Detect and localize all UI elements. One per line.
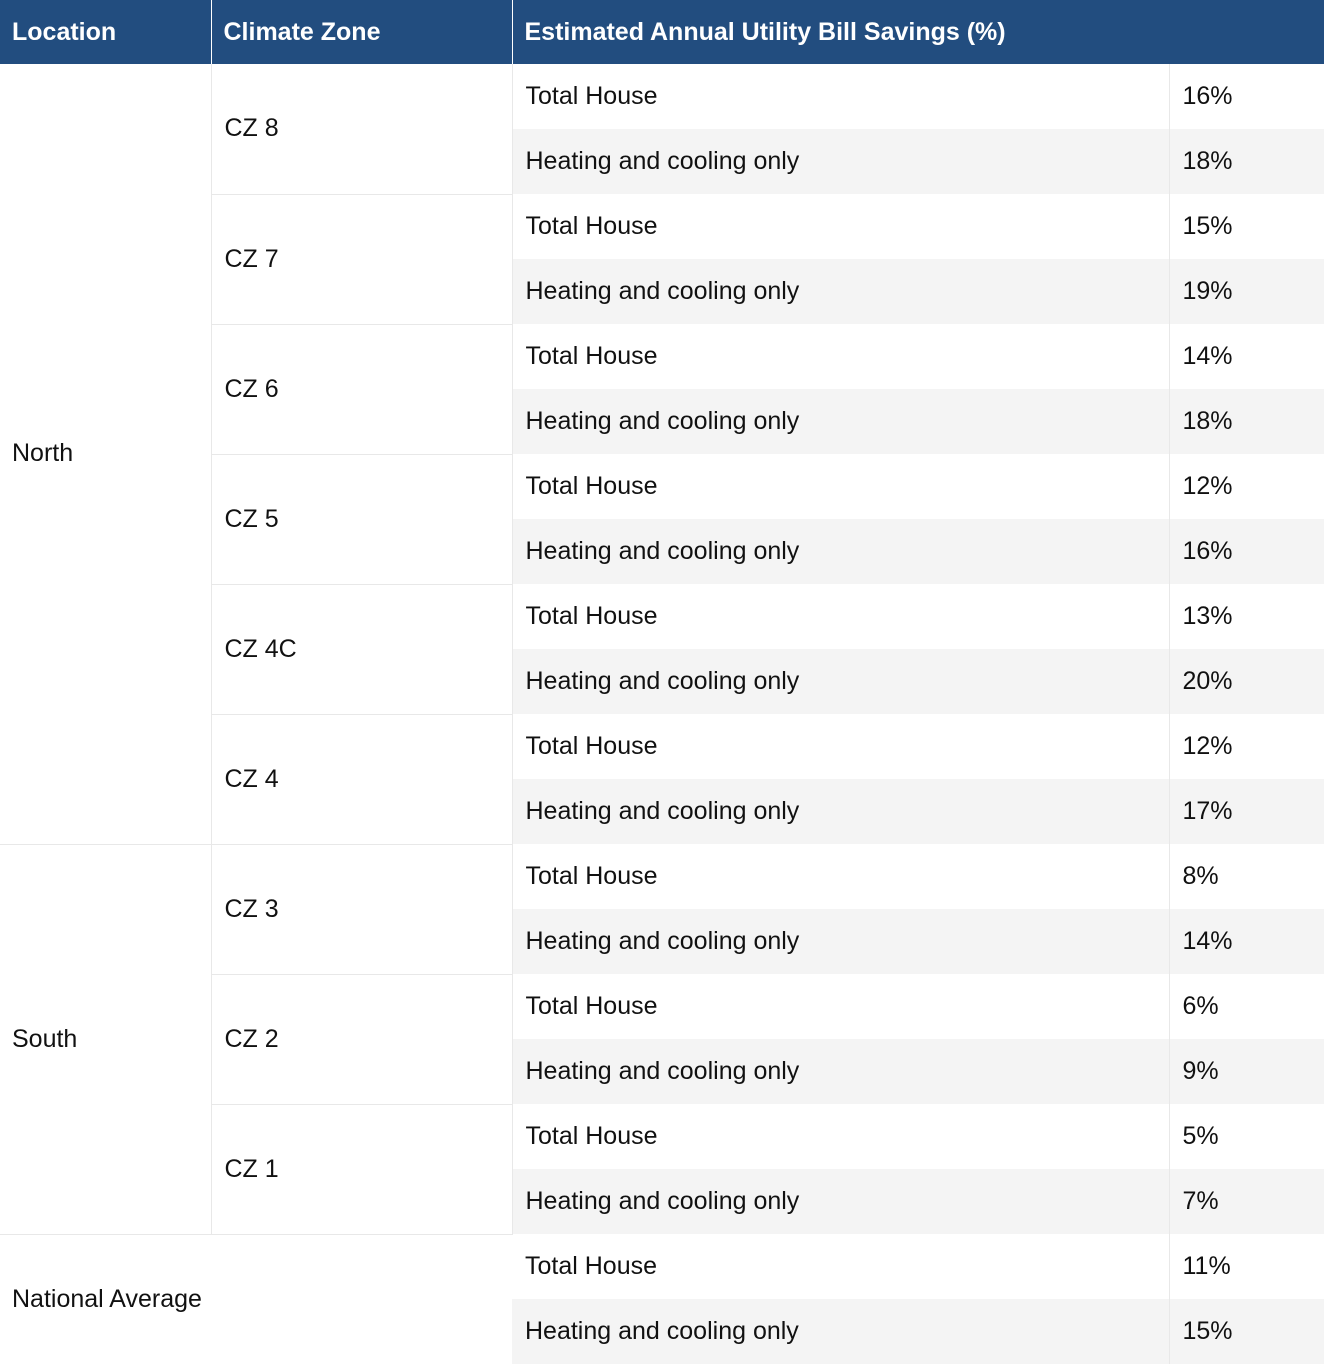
measure-label: Total House (512, 1104, 1170, 1169)
table-row: CZ 7 Total House 15% (0, 194, 1324, 325)
measure-label: Total House (512, 64, 1170, 129)
table-row: Heating and cooling only 15% (0, 1299, 1324, 1364)
table-row: Heating and cooling only 18% (0, 389, 1324, 454)
measure-label: Heating and cooling only (512, 129, 1170, 194)
climate-zone-cell: CZ 4 (211, 714, 513, 845)
savings-value: 9% (1169, 1039, 1324, 1104)
table-row: Heating and cooling only 14% (0, 909, 1324, 974)
savings-value: 15% (1169, 1299, 1324, 1364)
climate-zone-cell: CZ 7 (211, 194, 513, 325)
table-row: CZ 5 Total House 12% (0, 454, 1324, 585)
measure-label: Total House (512, 974, 1170, 1039)
savings-value: 19% (1169, 259, 1324, 324)
header-savings: Estimated Annual Utility Bill Savings (%… (512, 0, 1324, 64)
table-row: Heating and cooling only 18% (0, 129, 1324, 194)
measure-label: Heating and cooling only (512, 1039, 1170, 1104)
table-row: South CZ 3 Total House 8% (0, 844, 1324, 1235)
savings-value: 16% (1182, 82, 1233, 110)
savings-value: 13% (1182, 602, 1233, 630)
climate-zone-cell: CZ 3 (211, 844, 513, 975)
table-row: Heating and cooling only 17% (0, 779, 1324, 844)
table-row: National Average Total House 11% (0, 1234, 1324, 1364)
measure-label: Heating and cooling only (512, 1299, 1170, 1364)
measure-label: Heating and cooling only (512, 259, 1170, 324)
table-row: Heating and cooling only 9% (0, 1039, 1324, 1104)
savings-value: 20% (1169, 649, 1324, 714)
measure-label: Total House (512, 194, 1170, 259)
savings-value: 17% (1169, 779, 1324, 844)
table-row: Heating and cooling only 7% (0, 1169, 1324, 1234)
climate-zone-cell: CZ 4C (211, 584, 513, 715)
savings-value: 11% (1182, 1252, 1231, 1280)
table-row: North CZ 8 Total House 16% (0, 64, 1324, 845)
climate-zone-cell: CZ 6 (211, 324, 513, 455)
savings-value: 5% (1182, 1122, 1219, 1150)
measure-label: Total House (512, 584, 1170, 649)
savings-value: 6% (1182, 992, 1219, 1020)
table-row: Heating and cooling only 20% (0, 649, 1324, 714)
measure-label: Heating and cooling only (512, 519, 1170, 584)
location-cell: North (0, 64, 212, 845)
measure-label: Total House (512, 324, 1170, 389)
table-body: North CZ 8 Total House 16% Heating and cooli… (0, 64, 1324, 1364)
table-row: CZ 6 Total House 14% (0, 324, 1324, 455)
location-cell: National Average (0, 1234, 512, 1364)
measure-label: Heating and cooling only (512, 779, 1170, 844)
measure-label: Heating and cooling only (512, 909, 1170, 974)
table-row: CZ 4 Total House 12% (0, 714, 1324, 845)
table-row: Heating and cooling only 19% (0, 259, 1324, 324)
savings-value: 14% (1182, 342, 1233, 370)
measure-label: Total House (512, 454, 1170, 519)
header-row: Location Climate Zone Estimated Annual U… (0, 0, 1324, 64)
savings-value: 18% (1169, 389, 1324, 454)
measure-label: Total House (512, 1234, 1170, 1299)
climate-zone-cell: CZ 2 (211, 974, 513, 1105)
savings-value: 12% (1182, 472, 1233, 500)
location-cell: South (0, 844, 212, 1235)
measure-label: Total House (512, 714, 1170, 779)
header-climate-zone: Climate Zone (211, 0, 513, 64)
header-location: Location (0, 0, 212, 64)
savings-value: 18% (1169, 129, 1324, 194)
table-row: CZ 1 Total House 5% (0, 1104, 1324, 1235)
climate-zone-cell: CZ 5 (211, 454, 513, 585)
climate-zone-cell: CZ 1 (211, 1104, 513, 1235)
savings-value: 15% (1182, 212, 1233, 240)
savings-value: 16% (1169, 519, 1324, 584)
savings-value: 8% (1182, 862, 1219, 890)
measure-label: Total House (512, 844, 1170, 909)
savings-value: 7% (1169, 1169, 1324, 1234)
table-row: Heating and cooling only 16% (0, 519, 1324, 584)
savings-value: 14% (1169, 909, 1324, 974)
climate-zone-cell: CZ 8 (211, 64, 513, 195)
savings-value: 12% (1182, 732, 1233, 760)
measure-label: Heating and cooling only (512, 1169, 1170, 1234)
measure-label: Heating and cooling only (512, 649, 1170, 714)
table-row: CZ 4C Total House 13% (0, 584, 1324, 715)
table-row: CZ 2 Total House 6% (0, 974, 1324, 1105)
measure-label: Heating and cooling only (512, 389, 1170, 454)
